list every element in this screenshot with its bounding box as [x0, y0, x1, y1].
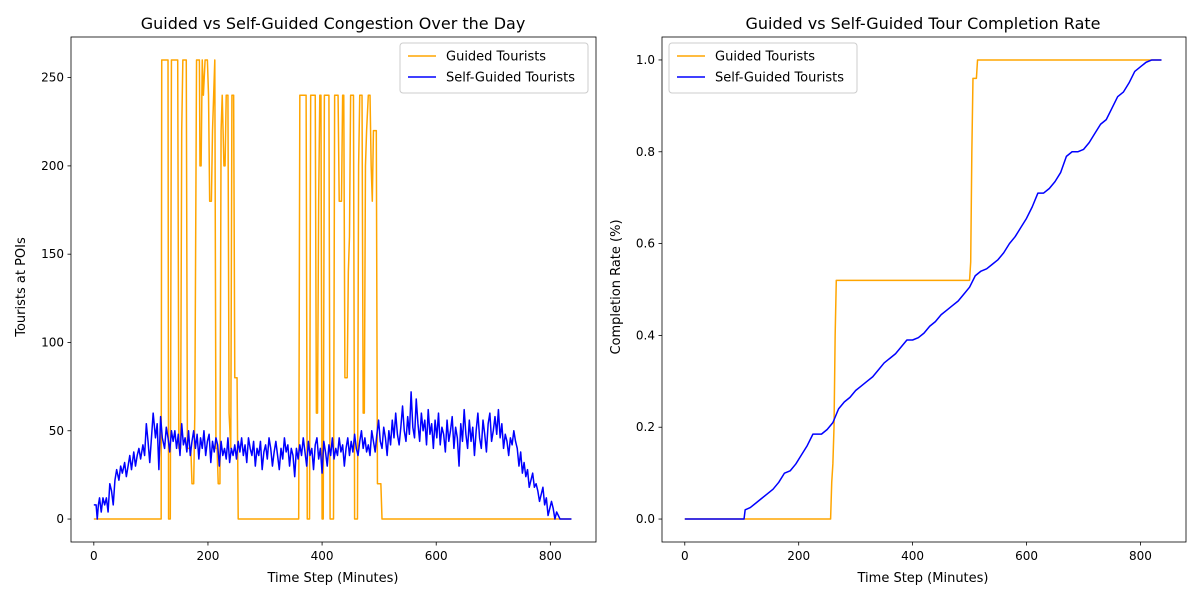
congestion-legend-box	[399, 42, 589, 94]
congestion-y-tick-label: 200	[41, 159, 64, 173]
congestion-y-tick-label: 250	[41, 71, 64, 85]
congestion-legend-label-self-guided: Self-Guided Tourists	[446, 71, 575, 86]
congestion-chart: Guided vs Self-Guided Congestion Over th…	[14, 14, 597, 586]
congestion-series-line-guided	[93, 59, 572, 520]
completion-series-line-guided	[684, 59, 1162, 520]
completion-x-tick-label: 600	[1015, 549, 1038, 563]
congestion-plot-area: 0 200 400 600 800 0 50 100 150 200 250	[41, 36, 597, 563]
completion-y-tick-label: 0.2	[636, 420, 655, 434]
completion-y-tick-label: 0.4	[636, 328, 655, 342]
completion-y-tick-label: 0.0	[636, 512, 655, 526]
completion-x-axis-label: Time Step (Minutes)	[857, 571, 989, 586]
congestion-x-axis-label: Time Step (Minutes)	[267, 571, 399, 586]
completion-y-axis-label: Completion Rate (%)	[609, 219, 624, 354]
congestion-x-tick-label: 200	[197, 549, 220, 563]
completion-x-tick-label: 400	[901, 549, 924, 563]
congestion-y-axis-label: Tourists at POIs	[14, 237, 29, 338]
completion-x-tick-label: 200	[787, 549, 810, 563]
completion-axes-frame	[661, 36, 1187, 543]
congestion-x-tick-label: 800	[539, 549, 562, 563]
congestion-y-tick-label: 50	[49, 424, 64, 438]
completion-y-tick-label: 0.6	[636, 237, 655, 251]
completion-x-tick-label: 800	[1129, 549, 1152, 563]
congestion-legend: Guided Tourists Self-Guided Tourists	[399, 42, 589, 94]
congestion-y-tick-label: 150	[41, 247, 64, 261]
congestion-x-tick-label: 400	[311, 549, 334, 563]
completion-y-tick-label: 0.8	[636, 145, 655, 159]
completion-chart-title: Guided vs Self-Guided Tour Completion Ra…	[746, 14, 1101, 33]
completion-legend-box	[668, 42, 858, 94]
congestion-legend-label-guided: Guided Tourists	[446, 50, 546, 65]
completion-y-tick-label: 1.0	[636, 53, 655, 67]
congestion-axes-frame	[70, 36, 597, 543]
congestion-y-tick-label: 100	[41, 335, 64, 349]
congestion-x-tick-label: 0	[90, 549, 98, 563]
completion-plot-area: 0 200 400 600 800 0.0 0.2 0.4 0.6 0.8 1.0	[636, 36, 1187, 563]
completion-legend-label-guided: Guided Tourists	[715, 50, 815, 65]
completion-x-tick-label: 0	[681, 549, 689, 563]
congestion-y-tick-label: 0	[56, 512, 64, 526]
completion-chart: Guided vs Self-Guided Tour Completion Ra…	[609, 14, 1187, 586]
congestion-series-line-self-guided	[93, 391, 572, 520]
completion-series-line-self-guided	[684, 59, 1162, 520]
congestion-x-tick-label: 600	[425, 549, 448, 563]
congestion-chart-title: Guided vs Self-Guided Congestion Over th…	[141, 14, 526, 33]
completion-legend-label-self-guided: Self-Guided Tourists	[715, 71, 844, 86]
completion-legend: Guided Tourists Self-Guided Tourists	[668, 42, 858, 94]
